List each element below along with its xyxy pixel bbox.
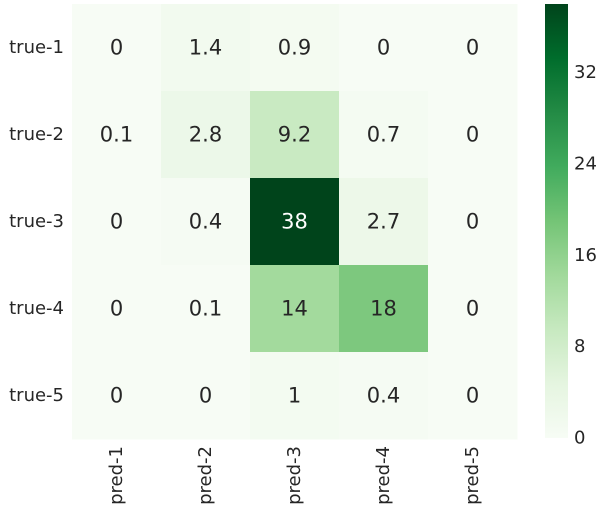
heatmap-cell-1-1 — [72, 4, 162, 92]
cell-value-label: 18 — [370, 297, 397, 321]
heatmap-cell-5-4 — [339, 352, 429, 440]
heatmap-cell-2-1 — [72, 91, 162, 179]
cell-value-label: 0 — [377, 36, 390, 60]
column-label-2: pred-2 — [195, 446, 216, 505]
heatmap-cell-2-3 — [250, 91, 340, 179]
heatmap-cell-5-5 — [428, 352, 518, 440]
cell-value-label: 0 — [110, 36, 123, 60]
cell-value-label: 0 — [466, 36, 479, 60]
heatmap-cell-2-5 — [428, 91, 518, 179]
heatmap-cell-5-1 — [72, 352, 162, 440]
cell-value-label: 0 — [466, 210, 479, 234]
cell-value-label: 0 — [466, 123, 479, 147]
row-label-5: true-5 — [9, 385, 64, 406]
cell-value-label: 0.4 — [367, 384, 400, 408]
heatmap-cell-5-3 — [250, 352, 340, 440]
heatmap-cell-1-5 — [428, 4, 518, 92]
row-label-2: true-2 — [9, 124, 64, 145]
cell-value-label: 0 — [110, 384, 123, 408]
cell-value-label: 0.1 — [100, 123, 133, 147]
heatmap-cell-3-2 — [161, 178, 251, 266]
cell-value-label: 0.4 — [189, 210, 222, 234]
cell-value-label: 0.7 — [367, 123, 400, 147]
cell-value-label: 2.7 — [367, 210, 400, 234]
cell-value-label: 0.9 — [278, 36, 311, 60]
heatmap-cell-1-2 — [161, 4, 251, 92]
colorbar-tick-32: 32 — [574, 62, 597, 83]
cell-value-label: 14 — [281, 297, 308, 321]
cell-value-label: 0 — [199, 384, 212, 408]
heatmap-cells: 0 1.4 0.9 0 0 0.1 2.8 9.2 0.7 0 0 0.4 38 2.7 0 0 0.1 14 18… — [72, 4, 518, 440]
cell-value-label: 0 — [466, 297, 479, 321]
heatmap-cell-3-3 — [250, 178, 340, 266]
heatmap-cell-3-4 — [339, 178, 429, 266]
colorbar-tick-0: 0 — [574, 428, 585, 449]
colorbar-tick-16: 16 — [574, 245, 597, 266]
cell-value-label: 0 — [466, 384, 479, 408]
cell-value-label: 38 — [281, 210, 308, 234]
column-tick-labels: pred-1 pred-2 pred-3 pred-4 pred-5 — [106, 446, 483, 505]
heatmap-cell-1-3 — [250, 4, 340, 92]
heatmap-cell-4-1 — [72, 265, 162, 353]
heatmap-cell-2-2 — [161, 91, 251, 179]
colorbar-tick-24: 24 — [574, 153, 597, 174]
heatmap-cell-3-1 — [72, 178, 162, 266]
cell-value-label: 0 — [110, 210, 123, 234]
heatmap-cell-4-2 — [161, 265, 251, 353]
row-label-4: true-4 — [9, 298, 64, 319]
heatmap-cell-4-5 — [428, 265, 518, 353]
cell-value-label: 9.2 — [278, 123, 311, 147]
cell-value-label: 1 — [288, 384, 301, 408]
heatmap-cell-4-4 — [339, 265, 429, 353]
column-label-1: pred-1 — [106, 446, 127, 505]
heatmap-cell-5-2 — [161, 352, 251, 440]
column-label-5: pred-5 — [462, 446, 483, 505]
row-label-1: true-1 — [9, 37, 64, 58]
heatmap-cell-3-5 — [428, 178, 518, 266]
column-label-3: pred-3 — [284, 446, 305, 505]
heatmap-cell-1-4 — [339, 4, 429, 92]
colorbar — [545, 4, 568, 438]
heatmap-cell-4-3 — [250, 265, 340, 353]
heatmap-cell-2-4 — [339, 91, 429, 179]
cell-value-label: 2.8 — [189, 123, 222, 147]
cell-value-label: 0.1 — [189, 297, 222, 321]
colorbar-tick-8: 8 — [574, 336, 585, 357]
colorbar-tick-labels: 0 8 16 24 32 — [574, 62, 597, 448]
cell-value-label: 1.4 — [189, 36, 222, 60]
row-label-3: true-3 — [9, 211, 64, 232]
column-label-4: pred-4 — [373, 446, 394, 505]
cell-value-label: 0 — [110, 297, 123, 321]
row-tick-labels: true-1 true-2 true-3 true-4 true-5 — [9, 37, 64, 406]
